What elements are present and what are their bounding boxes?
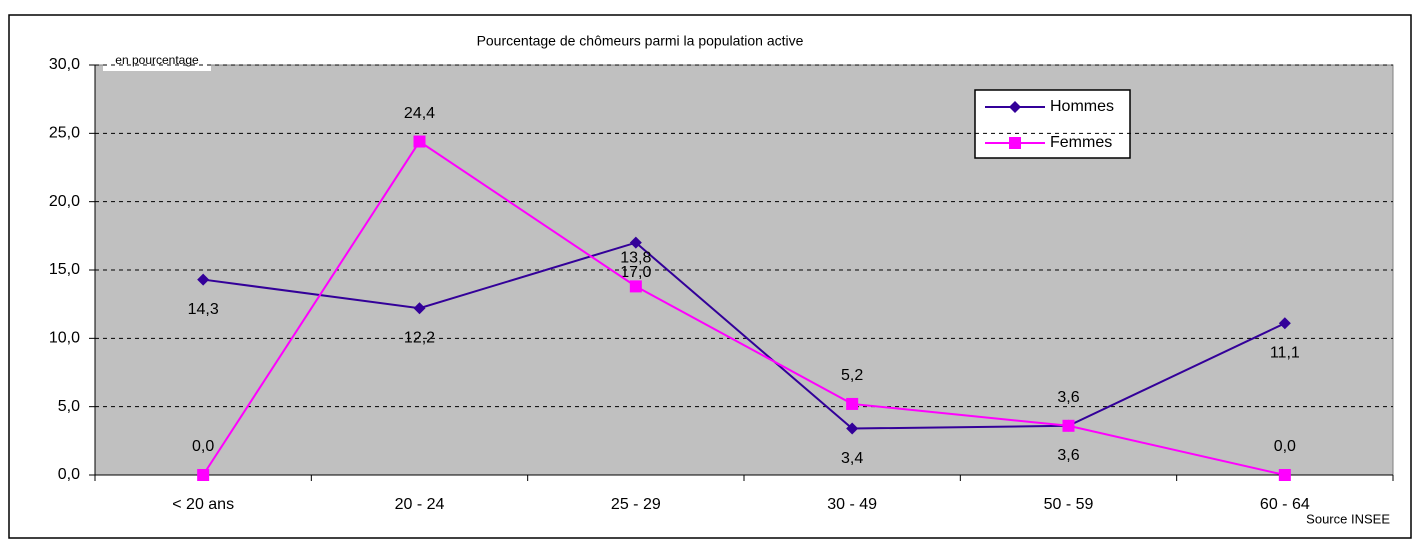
- data-point: [413, 302, 426, 315]
- chart-title: Pourcentage de chômeurs parmi la populat…: [477, 33, 804, 49]
- data-point: [1062, 419, 1075, 432]
- data-label: 17,0: [620, 264, 651, 281]
- source: Source INSEE: [1306, 511, 1390, 526]
- data-point: [1278, 317, 1291, 330]
- data-label: 24,4: [404, 105, 435, 122]
- y-tick-label: 0,0: [58, 466, 80, 483]
- y-tick-label: 15,0: [49, 261, 80, 278]
- x-tick-label: 25 - 29: [611, 496, 661, 513]
- x-tick-label: 30 - 49: [827, 496, 877, 513]
- data-label: 12,2: [404, 329, 435, 346]
- legend-marker: [1009, 101, 1021, 113]
- data-label: 13,8: [620, 250, 651, 267]
- y-axis-label: en pourcentage: [115, 53, 199, 67]
- legend-label: Hommes: [1050, 98, 1114, 115]
- x-tick-label: 60 - 64: [1260, 496, 1310, 513]
- legend-label: Femmes: [1050, 134, 1112, 151]
- data-label: 3,6: [1057, 447, 1079, 464]
- data-point: [846, 422, 859, 435]
- data-label: 14,3: [188, 301, 219, 318]
- data-label: 5,2: [841, 367, 863, 384]
- y-tick-label: 25,0: [49, 125, 80, 142]
- x-tick-label: 20 - 24: [395, 496, 445, 513]
- data-label: 0,0: [192, 438, 214, 455]
- data-label: 0,0: [1274, 438, 1296, 455]
- data-point: [846, 397, 859, 410]
- data-point: [197, 469, 210, 481]
- data-label: 3,6: [1057, 389, 1079, 406]
- data-label: 3,4: [841, 450, 863, 467]
- x-tick-label: 50 - 59: [1044, 496, 1094, 513]
- data-point: [629, 236, 642, 249]
- series-line: [202, 140, 1286, 476]
- data-point: [197, 273, 210, 286]
- data-point: [1278, 469, 1291, 481]
- y-tick-label: 30,0: [49, 56, 80, 73]
- data-label: 11,1: [1270, 345, 1300, 362]
- x-tick-label: < 20 ans: [172, 496, 234, 513]
- data-point: [413, 135, 426, 148]
- y-tick-label: 10,0: [49, 330, 80, 347]
- legend: [974, 89, 1131, 159]
- axis-label-box: [103, 51, 211, 71]
- y-tick-label: 5,0: [58, 398, 80, 415]
- series-line: [203, 241, 1286, 430]
- legend-marker: [1009, 137, 1021, 149]
- data-point: [629, 280, 642, 293]
- y-tick-label: 20,0: [49, 193, 80, 210]
